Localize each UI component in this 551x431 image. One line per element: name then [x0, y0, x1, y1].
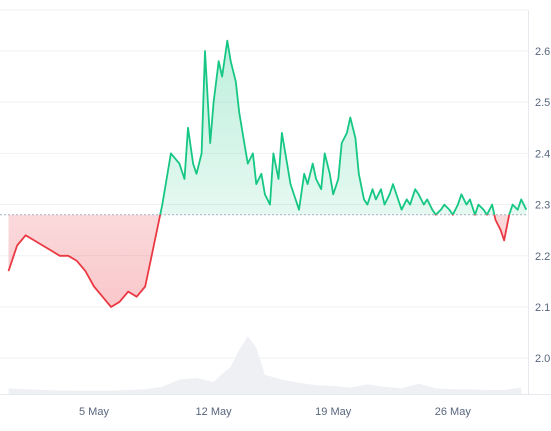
x-axis: 5 May 12 May 19 May 26 May: [79, 406, 471, 418]
price-line-down[interactable]: [7, 41, 527, 308]
y-tick-label: 2.3: [535, 200, 550, 212]
x-tick-label: 26 May: [435, 406, 472, 418]
y-tick-label: 2.4: [535, 148, 550, 160]
y-tick-label: 2.2: [535, 251, 550, 263]
y-tick-label: 2.1: [535, 302, 550, 314]
volume-fill: [8, 336, 522, 394]
x-tick-label: 19 May: [315, 406, 352, 418]
y-tick-label: 2.0: [535, 353, 550, 365]
y-tick-label: 2.6: [535, 46, 550, 58]
area-below-baseline: [8, 214, 510, 307]
x-tick-label: 5 May: [79, 406, 109, 418]
volume-area: [8, 336, 522, 394]
price-line-up[interactable]: [9, 39, 528, 307]
x-tick-label: 12 May: [196, 406, 233, 418]
price-area: [0, 40, 528, 307]
y-tick-label: 2.5: [535, 97, 550, 109]
y-axis: 2.0 2.1 2.2 2.3 2.4 2.5 2.6: [535, 46, 550, 365]
price-line[interactable]: [7, 39, 528, 308]
